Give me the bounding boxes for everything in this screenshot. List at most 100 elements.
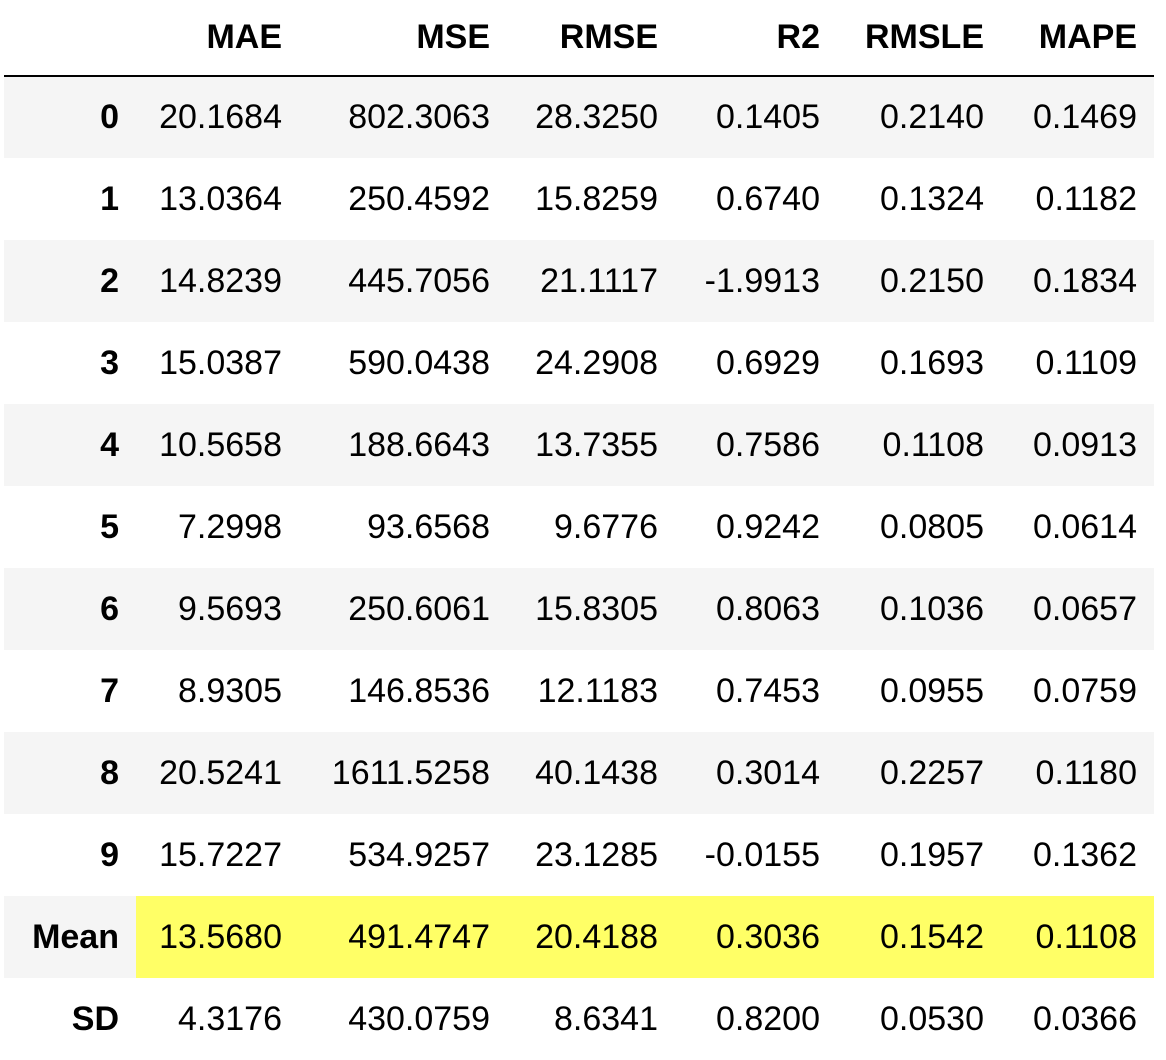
header-mse: MSE — [299, 0, 507, 77]
table-row: 9 15.7227 534.9257 23.1285 -0.0155 0.1957 0.13… — [4, 814, 1154, 896]
cell-rmse: 21.1117 — [540, 261, 658, 300]
cell-rmse: 9.6776 — [554, 507, 658, 546]
cell-mae: 13.5680 — [136, 896, 299, 978]
row-index: 0 — [100, 98, 119, 136]
cell-mae: 4.3176 — [178, 999, 282, 1038]
table-row: SD 4.3176 430.0759 8.6341 0.8200 0.0530 0.0366 — [4, 978, 1154, 1060]
cell-mse: 430.0759 — [348, 999, 490, 1038]
header-rmse: RMSE — [507, 0, 675, 77]
cell-mape: 0.1469 — [1033, 98, 1137, 136]
cell-mape: 0.0759 — [1033, 671, 1137, 710]
cell-r2: -0.0155 — [704, 835, 820, 874]
cell-mse: 491.4747 — [299, 896, 507, 978]
cell-mape: 0.1834 — [1033, 261, 1137, 300]
cell-mse: 250.4592 — [348, 179, 490, 218]
row-index: 9 — [100, 835, 119, 874]
row-index: Mean — [32, 917, 119, 956]
cell-rmse: 23.1285 — [535, 835, 658, 874]
cell-rmsle: 0.1542 — [837, 896, 1001, 978]
header-mae: MAE — [136, 0, 299, 77]
cell-r2: 0.3036 — [675, 896, 837, 978]
cell-mape: 0.1182 — [1035, 179, 1137, 218]
cell-mae: 13.0364 — [159, 179, 282, 218]
row-index: 8 — [100, 753, 119, 792]
table-row: Mean 13.5680 491.4747 20.4188 0.3036 0.1542 0.… — [4, 896, 1154, 978]
table-row: 1 13.0364 250.4592 15.8259 0.6740 0.1324 0.118… — [4, 158, 1154, 240]
header-row: MAE MSE RMSE R2 RMSLE MAPE — [4, 0, 1154, 77]
cell-rmsle: 0.0955 — [880, 671, 984, 710]
cell-mape: 0.1362 — [1033, 835, 1137, 874]
header-rmsle: RMSLE — [837, 0, 1001, 77]
cell-mape: 0.0614 — [1033, 507, 1137, 546]
cell-mse: 146.8536 — [348, 671, 490, 710]
row-index: 4 — [100, 425, 119, 464]
row-index: SD — [71, 999, 119, 1038]
cell-r2: 0.9242 — [716, 507, 820, 546]
cell-mape: 0.0657 — [1033, 589, 1137, 628]
cell-mse: 250.6061 — [348, 589, 490, 628]
row-index: 3 — [100, 343, 119, 382]
table-row: 5 7.2998 93.6568 9.6776 0.9242 0.0805 0.0614 — [4, 486, 1154, 568]
cell-rmse: 40.1438 — [535, 753, 658, 792]
cell-r2: 0.7453 — [716, 671, 820, 710]
row-index: 1 — [100, 179, 119, 218]
cell-mae: 15.7227 — [159, 835, 282, 874]
table-row: 3 15.0387 590.0438 24.2908 0.6929 0.1693 0.110… — [4, 322, 1154, 404]
table-header: MAE MSE RMSE R2 RMSLE MAPE — [4, 0, 1154, 77]
cell-mae: 15.0387 — [159, 343, 282, 382]
cell-mse: 188.6643 — [348, 425, 490, 464]
cell-r2: 0.6740 — [716, 179, 820, 218]
cell-rmse: 24.2908 — [535, 343, 658, 382]
cell-mse: 590.0438 — [348, 343, 490, 382]
cell-rmse: 8.6341 — [554, 999, 658, 1038]
cell-rmsle: 0.2257 — [880, 753, 984, 792]
row-index: 2 — [100, 261, 119, 300]
cell-rmsle: 0.1036 — [880, 589, 984, 628]
cell-mape: 0.1108 — [1001, 896, 1154, 978]
cell-rmsle: 0.1957 — [880, 835, 984, 874]
cell-r2: 0.1405 — [716, 98, 820, 136]
row-index: 5 — [100, 507, 119, 546]
cell-mae: 14.8239 — [159, 261, 282, 300]
table-body: 0 20.1684 802.3063 28.3250 0.1405 0.2140 0.146… — [4, 76, 1154, 1060]
header-r2: R2 — [675, 0, 837, 77]
table-row: 7 8.9305 146.8536 12.1183 0.7453 0.0955 0.0759 — [4, 650, 1154, 732]
header-mape: MAPE — [1001, 0, 1154, 77]
cell-rmse: 13.7355 — [535, 425, 658, 464]
cell-r2: 0.6929 — [716, 343, 820, 382]
cell-mae: 9.5693 — [178, 589, 282, 628]
cell-mape: 0.0366 — [1033, 999, 1137, 1038]
cell-mse: 802.3063 — [348, 98, 490, 136]
table-row: 6 9.5693 250.6061 15.8305 0.8063 0.1036 0.0657 — [4, 568, 1154, 650]
cell-rmse: 15.8305 — [535, 589, 658, 628]
table-row: 4 10.5658 188.6643 13.7355 0.7586 0.1108 0.091… — [4, 404, 1154, 486]
cell-rmsle: 0.1108 — [882, 425, 984, 464]
cell-mape: 0.1180 — [1035, 753, 1137, 792]
cell-rmse: 28.3250 — [535, 98, 658, 136]
cell-rmsle: 0.0530 — [880, 999, 984, 1038]
table-row: 8 20.5241 1611.5258 40.1438 0.3014 0.2257 0.11… — [4, 732, 1154, 814]
table-row: 2 14.8239 445.7056 21.1117 -1.9913 0.2150 0.18… — [4, 240, 1154, 322]
cell-rmse: 20.4188 — [507, 896, 675, 978]
cell-rmsle: 0.0805 — [880, 507, 984, 546]
header-index — [4, 0, 136, 77]
cell-mse: 1611.5258 — [331, 753, 490, 792]
cell-mae: 8.9305 — [178, 671, 282, 710]
cell-rmsle: 0.1324 — [880, 179, 984, 218]
cell-mae: 7.2998 — [178, 507, 282, 546]
cell-rmsle: 0.1693 — [880, 343, 984, 382]
cell-r2: 0.3014 — [716, 753, 820, 792]
cell-mape: 0.1109 — [1035, 343, 1137, 382]
cell-mae: 20.5241 — [159, 753, 282, 792]
row-index: 6 — [100, 589, 119, 628]
cell-r2: 0.8063 — [716, 589, 820, 628]
results-table: MAE MSE RMSE R2 RMSLE MAPE 0 20.1684 802.3… — [4, 0, 1154, 1060]
cell-r2: 0.8200 — [716, 999, 820, 1038]
cell-mse: 534.9257 — [348, 835, 490, 874]
cell-mae: 20.1684 — [159, 98, 282, 136]
cell-rmsle: 0.2140 — [880, 98, 984, 136]
cell-r2: 0.7586 — [716, 425, 820, 464]
cell-rmse: 12.1183 — [537, 671, 658, 710]
cell-rmse: 15.8259 — [535, 179, 658, 218]
cell-mse: 93.6568 — [367, 507, 490, 546]
